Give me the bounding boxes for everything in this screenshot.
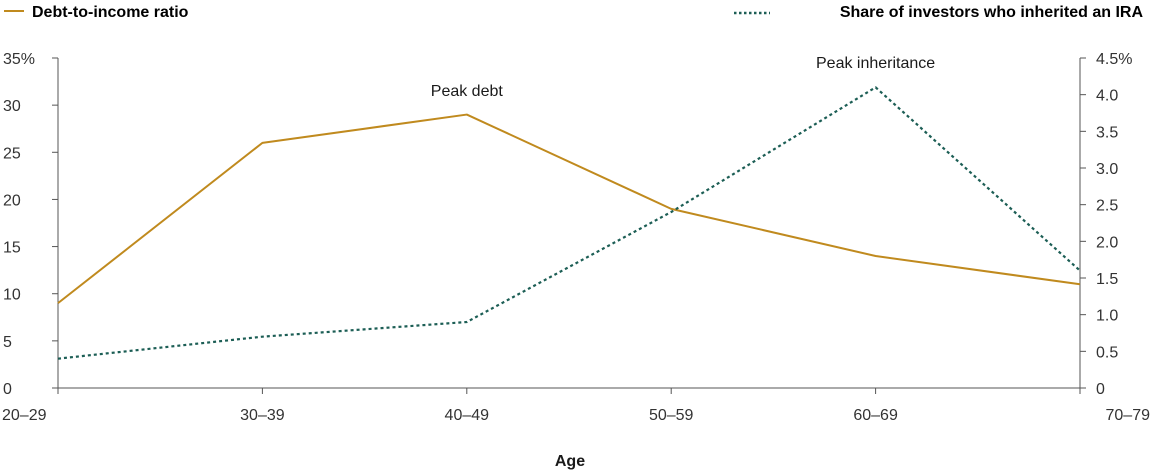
x-tick-label: 40–49	[445, 407, 490, 424]
right-tick-label: 4.0	[1096, 88, 1118, 105]
right-tick-label: 2.0	[1096, 234, 1118, 251]
left-tick-label: 30	[3, 98, 21, 115]
legend-label-debt: Debt-to-income ratio	[32, 4, 189, 21]
right-tick-label: 1.0	[1096, 308, 1118, 325]
legend-label-inheritance: Share of investors who inherited an IRA	[840, 4, 1144, 21]
axes: 35% 30 25 20 15 10 5 0 4.5% 4.0 3.5 3.0 2.5 2.0 1.5 1.0…	[2, 51, 1150, 424]
series-line-inherited-ira	[57, 86, 1081, 360]
left-tick-label: 25	[3, 145, 21, 162]
legend: Debt-to-income ratio Share of investors …	[4, 4, 1143, 21]
left-tick-label: 20	[3, 192, 21, 209]
left-tick-label: 10	[3, 287, 21, 304]
x-tick-label: 20–29	[2, 407, 47, 424]
legend-item-inheritance: Share of investors who inherited an IRA	[734, 4, 1143, 21]
right-tick-label: 1.5	[1096, 271, 1118, 288]
left-tick-label: 0	[3, 381, 12, 398]
series-line-debt-to-income	[57, 113, 1081, 304]
x-tick-label: 50–59	[649, 407, 694, 424]
x-tick-label: 60–69	[853, 407, 898, 424]
annotation-peak-debt: Peak debt	[431, 83, 504, 100]
annotations: Peak debt Peak inheritance	[431, 55, 936, 100]
right-tick-label: 0.5	[1096, 344, 1118, 361]
legend-item-debt: Debt-to-income ratio	[4, 4, 189, 21]
right-tick-label: 3.0	[1096, 161, 1118, 178]
left-tick-label: 15	[3, 240, 21, 257]
right-tick-label: 4.5%	[1096, 51, 1132, 68]
right-tick-label: 3.5	[1096, 124, 1118, 141]
annotation-peak-inheritance: Peak inheritance	[816, 55, 935, 72]
x-tick-label: 30–39	[240, 407, 285, 424]
series-layer	[57, 86, 1081, 360]
left-tick-label: 35%	[3, 51, 35, 68]
right-tick-label: 2.5	[1096, 198, 1118, 215]
right-tick-label: 0	[1096, 381, 1105, 398]
x-tick-label: 70–79	[1106, 407, 1151, 424]
left-tick-label: 5	[3, 334, 12, 351]
x-axis-label: Age	[555, 453, 585, 470]
